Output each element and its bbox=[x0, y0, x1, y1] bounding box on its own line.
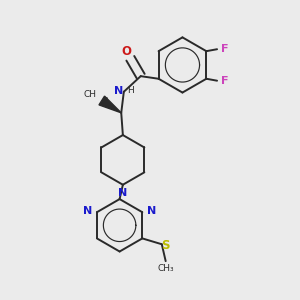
Text: O: O bbox=[122, 45, 131, 58]
Text: 3: 3 bbox=[104, 97, 108, 103]
Text: N: N bbox=[114, 86, 123, 96]
Text: CH₃: CH₃ bbox=[158, 264, 174, 273]
Text: N: N bbox=[82, 206, 92, 216]
Polygon shape bbox=[99, 96, 121, 113]
Text: N: N bbox=[118, 188, 128, 198]
Text: F: F bbox=[221, 44, 229, 54]
Text: H: H bbox=[127, 86, 134, 95]
Text: N: N bbox=[147, 206, 157, 216]
Text: F: F bbox=[221, 76, 229, 86]
Text: S: S bbox=[161, 239, 170, 252]
Text: CH: CH bbox=[84, 90, 97, 99]
